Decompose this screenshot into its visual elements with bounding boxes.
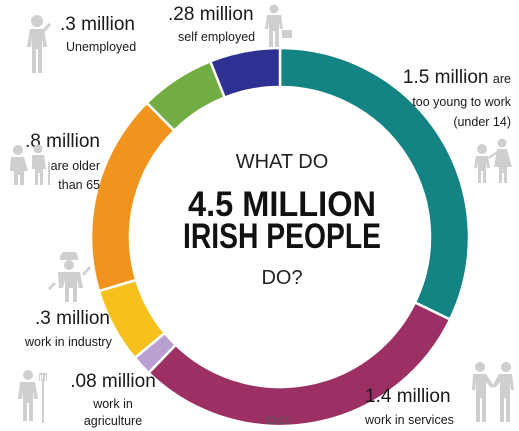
desc-older-2: than 65 [58,178,100,193]
label-too-young: 1.5 million are too young to work (under… [371,67,511,130]
worried-person-icon [22,14,52,76]
label-unemployed: .3 million Unemployed [60,14,136,54]
label-agriculture: .08 million work in agriculture [50,371,176,429]
label-older: .8 million are older than 65 [4,131,100,193]
amount-industry: .3 million [35,308,110,329]
desc-too-young-2: too young to work [412,94,511,109]
amount-services: 1.4 million [365,386,451,407]
chart-center-title: WHAT DO 4.5 MILLION IRISH PEOPLE DO? [183,151,381,289]
center-line-irish-people: IRISH PEOPLE [183,217,381,256]
children-icon [470,137,516,185]
center-line-million: 4.5 MILLION [188,185,376,224]
donut-segment-4 [89,101,177,293]
label-services: 1.4 million work in services [365,386,454,427]
desc-industry: work in industry [25,334,112,349]
desc-agriculture-2: agriculture [83,414,143,429]
desc-too-young-1: are [492,72,511,86]
desc-self-employed: self employed [178,29,256,44]
amount-self-employed: .28 million [168,4,254,25]
amount-unemployed: .3 million [60,14,135,35]
amount-agriculture: .08 million [70,371,156,392]
amount-too-young: 1.5 million [402,67,489,88]
donut-ring [89,46,471,428]
desc-services: work in services [365,412,454,427]
desc-older-1: are older [50,158,100,173]
label-industry: .3 million work in industry [25,308,112,349]
year-label: 2013 [265,415,289,427]
label-self-employed: .28 million self employed [168,4,255,44]
businessman-briefcase-icon [262,4,294,48]
construction-worker-icon [46,252,92,304]
donut-segment-6 [208,46,282,100]
young-line1: 1.5 million are [371,67,511,89]
handshake-people-icon [470,360,516,426]
desc-unemployed: Unemployed [66,39,137,54]
desc-agriculture-1: work in [93,396,133,411]
elderly-couple-icon [4,144,54,186]
center-line-what-do: WHAT DO [236,151,329,173]
amount-older: .8 million [25,131,100,152]
farmer-with-pitchfork-icon [14,369,50,425]
desc-too-young-3: (under 14) [453,115,511,130]
center-line-do: DO? [261,267,302,289]
